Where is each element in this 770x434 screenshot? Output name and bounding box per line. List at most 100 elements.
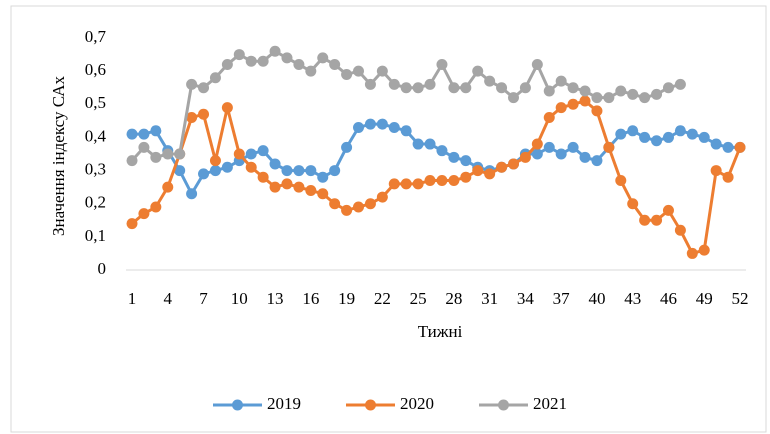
data-point	[186, 78, 198, 90]
data-point	[257, 145, 269, 157]
data-point	[472, 165, 484, 177]
data-point	[364, 198, 376, 210]
data-point	[269, 181, 281, 193]
x-tick-label: 31	[481, 289, 498, 308]
data-point	[460, 155, 472, 167]
legend-label: 2020	[400, 394, 434, 413]
data-point	[400, 82, 412, 94]
data-point	[686, 128, 698, 140]
data-point	[436, 59, 448, 71]
data-point	[674, 78, 686, 90]
data-point	[662, 82, 674, 94]
data-point	[615, 85, 627, 97]
data-point	[579, 95, 591, 107]
data-point	[293, 181, 305, 193]
data-point	[209, 155, 221, 167]
data-point	[698, 131, 710, 143]
data-point	[388, 178, 400, 190]
data-point	[257, 171, 269, 183]
data-point	[686, 247, 698, 259]
data-point	[651, 88, 663, 100]
x-tick-label: 10	[231, 289, 248, 308]
data-point	[341, 204, 353, 216]
data-point	[329, 165, 341, 177]
data-point	[269, 158, 281, 170]
data-point	[257, 55, 269, 67]
y-tick-label: 0,3	[85, 159, 106, 178]
data-point	[555, 148, 567, 160]
data-point	[305, 165, 317, 177]
data-point	[388, 121, 400, 133]
x-tick-label: 34	[517, 289, 535, 308]
x-tick-label: 37	[553, 289, 571, 308]
data-point	[364, 78, 376, 90]
data-point	[710, 138, 722, 150]
legend-marker	[498, 399, 509, 411]
data-point	[209, 165, 221, 177]
x-tick-label: 13	[267, 289, 284, 308]
data-point	[662, 131, 674, 143]
data-point	[412, 178, 424, 190]
y-tick-label: 0,1	[85, 226, 106, 245]
data-point	[138, 141, 150, 153]
data-point	[400, 125, 412, 137]
data-point	[460, 82, 472, 94]
data-point	[639, 214, 651, 226]
x-tick-label: 19	[338, 289, 355, 308]
y-tick-label: 0,2	[85, 193, 106, 212]
data-point	[567, 141, 579, 153]
x-tick-label: 49	[696, 289, 713, 308]
data-point	[424, 78, 436, 90]
x-tick-label: 46	[660, 289, 677, 308]
data-point	[221, 161, 233, 173]
data-point	[591, 92, 603, 104]
data-point	[496, 82, 508, 94]
data-point	[710, 165, 722, 177]
data-point	[555, 102, 567, 114]
x-axis-label: Тижні	[418, 322, 463, 341]
data-point	[376, 191, 388, 203]
data-point	[674, 125, 686, 137]
data-point	[579, 85, 591, 97]
legend-marker	[232, 399, 243, 411]
data-point	[281, 178, 293, 190]
data-point	[293, 59, 305, 71]
data-point	[174, 148, 186, 160]
data-point	[651, 214, 663, 226]
data-point	[293, 165, 305, 177]
data-point	[531, 148, 543, 160]
series-line	[132, 122, 740, 196]
y-axis-label: Значення індексу САх	[49, 75, 68, 236]
data-point	[567, 82, 579, 94]
data-point	[186, 112, 198, 124]
data-point	[162, 181, 174, 193]
data-point	[376, 65, 388, 77]
data-point	[341, 68, 353, 80]
legend-marker	[365, 399, 376, 411]
data-point	[615, 175, 627, 187]
data-point	[531, 138, 543, 150]
data-point	[651, 135, 663, 147]
data-point	[424, 138, 436, 150]
data-point	[424, 175, 436, 187]
data-point	[150, 201, 162, 213]
data-point	[627, 198, 639, 210]
data-point	[603, 92, 615, 104]
data-point	[484, 75, 496, 87]
data-point	[245, 55, 257, 67]
x-tick-label: 22	[374, 289, 391, 308]
x-tick-label: 28	[445, 289, 462, 308]
data-point	[305, 65, 317, 77]
data-point	[353, 121, 365, 133]
data-point	[209, 72, 221, 84]
data-point	[519, 82, 531, 94]
y-tick-label: 0,5	[85, 93, 106, 112]
data-point	[150, 151, 162, 163]
data-point	[734, 141, 746, 153]
data-point	[305, 184, 317, 196]
data-point	[245, 148, 257, 160]
data-point	[496, 161, 508, 173]
data-point	[162, 148, 174, 160]
data-point	[198, 108, 210, 120]
